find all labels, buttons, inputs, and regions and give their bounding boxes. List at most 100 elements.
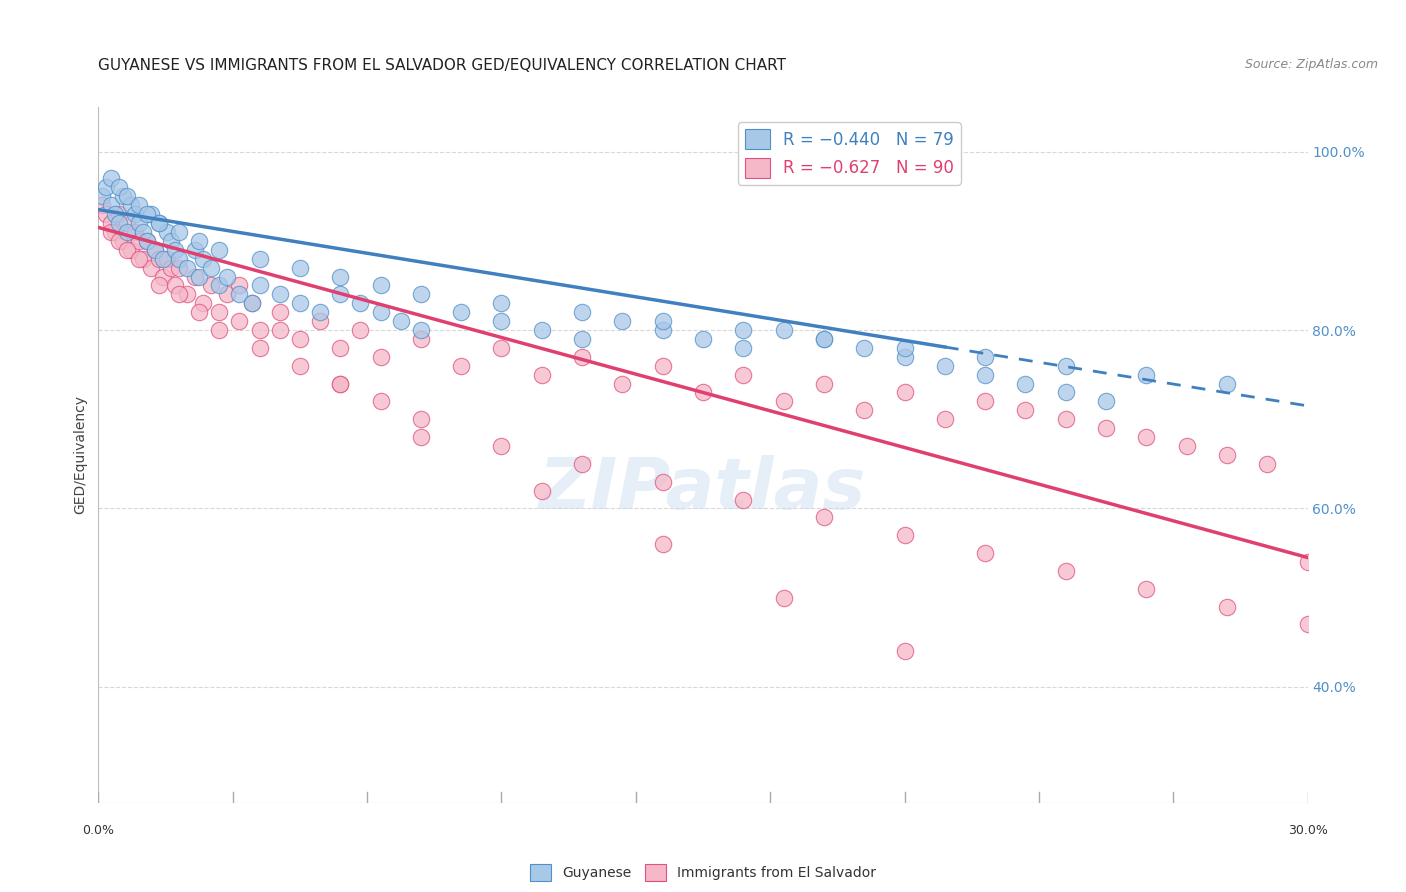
Point — [139, 207, 162, 221]
Point — [124, 225, 146, 239]
Point — [100, 171, 122, 186]
Point — [124, 207, 146, 221]
Point — [1296, 617, 1319, 632]
Point — [249, 252, 271, 266]
Point — [772, 394, 794, 409]
Point — [329, 376, 352, 391]
Text: Source: ZipAtlas.com: Source: ZipAtlas.com — [1244, 58, 1378, 71]
Point — [1014, 403, 1036, 417]
Point — [132, 252, 155, 266]
Point — [148, 216, 170, 230]
Point — [1054, 385, 1077, 400]
Point — [813, 332, 835, 346]
Point — [128, 216, 150, 230]
Point — [135, 207, 157, 221]
Point — [349, 323, 371, 337]
Point — [370, 350, 392, 364]
Point — [96, 207, 118, 221]
Point — [1216, 376, 1239, 391]
Point — [389, 314, 412, 328]
Point — [288, 260, 311, 275]
Point — [269, 287, 291, 301]
Point — [893, 528, 915, 542]
Point — [1135, 430, 1157, 444]
Point — [1216, 599, 1239, 614]
Point — [269, 323, 291, 337]
Point — [974, 350, 997, 364]
Point — [772, 323, 794, 337]
Point — [208, 278, 231, 293]
Point — [228, 287, 250, 301]
Point — [193, 252, 215, 266]
Point — [1256, 457, 1278, 471]
Legend: Guyanese, Immigrants from El Salvador: Guyanese, Immigrants from El Salvador — [524, 858, 882, 887]
Point — [530, 368, 553, 382]
Point — [160, 234, 183, 248]
Point — [813, 332, 835, 346]
Point — [893, 341, 915, 355]
Point — [91, 189, 114, 203]
Point — [208, 243, 231, 257]
Point — [571, 332, 593, 346]
Point — [370, 394, 392, 409]
Point — [148, 252, 170, 266]
Point — [409, 412, 432, 426]
Point — [107, 234, 129, 248]
Point — [1054, 564, 1077, 578]
Point — [974, 546, 997, 560]
Point — [934, 412, 956, 426]
Point — [288, 332, 311, 346]
Point — [200, 278, 222, 293]
Point — [409, 323, 432, 337]
Point — [450, 359, 472, 373]
Point — [1095, 394, 1118, 409]
Point — [692, 332, 714, 346]
Point — [132, 225, 155, 239]
Point — [974, 394, 997, 409]
Point — [143, 243, 166, 257]
Point — [309, 305, 332, 319]
Point — [853, 341, 876, 355]
Point — [370, 278, 392, 293]
Point — [1054, 412, 1077, 426]
Point — [139, 260, 162, 275]
Point — [184, 243, 207, 257]
Point — [228, 314, 250, 328]
Point — [571, 350, 593, 364]
Point — [329, 341, 352, 355]
Point — [120, 243, 142, 257]
Point — [167, 225, 190, 239]
Point — [409, 430, 432, 444]
Point — [370, 305, 392, 319]
Point — [111, 234, 134, 248]
Point — [96, 180, 118, 194]
Point — [200, 260, 222, 275]
Point — [329, 287, 352, 301]
Point — [163, 278, 186, 293]
Point — [450, 305, 472, 319]
Point — [188, 269, 211, 284]
Point — [733, 492, 755, 507]
Point — [148, 278, 170, 293]
Point — [733, 368, 755, 382]
Point — [208, 305, 231, 319]
Point — [1296, 555, 1319, 569]
Y-axis label: GED/Equivalency: GED/Equivalency — [73, 395, 87, 515]
Point — [167, 287, 190, 301]
Point — [156, 252, 179, 266]
Point — [217, 269, 239, 284]
Point — [135, 234, 157, 248]
Point — [100, 198, 122, 212]
Point — [893, 350, 915, 364]
Point — [115, 189, 138, 203]
Point — [309, 314, 332, 328]
Point — [1216, 448, 1239, 462]
Point — [409, 287, 432, 301]
Point — [128, 234, 150, 248]
Point — [651, 323, 673, 337]
Point — [111, 189, 134, 203]
Point — [135, 234, 157, 248]
Point — [208, 323, 231, 337]
Point — [893, 644, 915, 658]
Point — [1175, 439, 1198, 453]
